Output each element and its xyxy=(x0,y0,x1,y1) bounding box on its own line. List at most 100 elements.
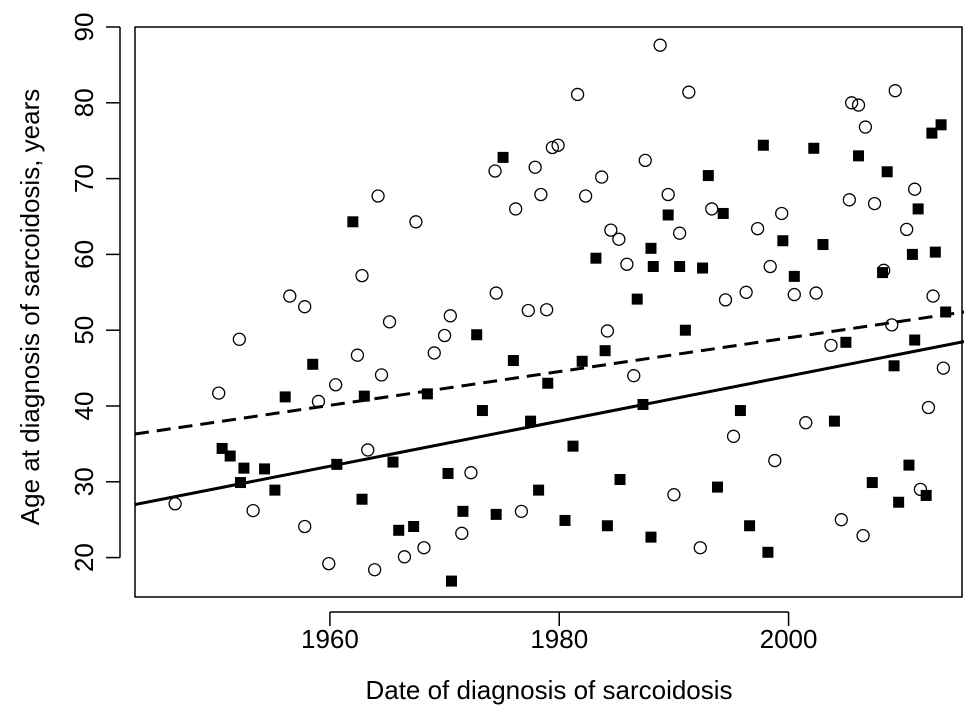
circle-point xyxy=(232,332,246,346)
circle-point xyxy=(693,541,707,555)
circle-point xyxy=(672,226,687,240)
square-point xyxy=(877,267,889,279)
circle-point xyxy=(908,182,922,196)
square-point xyxy=(840,336,852,348)
circle-point xyxy=(799,416,813,430)
circle-point xyxy=(620,257,634,271)
circle-point xyxy=(528,160,542,174)
circle-point xyxy=(750,221,765,236)
square-point xyxy=(762,546,774,558)
y-axis-title: Age at diagnosis of sarcoidosis, years xyxy=(15,89,45,525)
square-point xyxy=(490,508,502,520)
square-point xyxy=(393,524,405,536)
circle-point xyxy=(329,378,343,392)
circle-point xyxy=(936,361,951,375)
square-point xyxy=(828,415,840,427)
square-point xyxy=(926,127,938,139)
square-point xyxy=(445,575,457,587)
square-point xyxy=(525,415,537,427)
circle-point xyxy=(417,541,431,555)
square-point xyxy=(507,355,519,367)
circle-point xyxy=(667,488,681,502)
circle-point xyxy=(397,550,412,564)
circle-point xyxy=(350,348,365,362)
circle-point xyxy=(824,338,838,353)
circle-point xyxy=(322,556,336,571)
square-point xyxy=(903,459,915,471)
circle-point xyxy=(521,303,535,318)
circle-point xyxy=(867,196,882,211)
square-point xyxy=(909,334,921,346)
y-tick-label: 90 xyxy=(69,13,99,42)
square-point xyxy=(307,358,319,370)
square-point xyxy=(912,203,924,215)
square-point xyxy=(697,262,709,274)
square-point xyxy=(881,166,893,178)
circle-point xyxy=(653,38,667,52)
circle-point xyxy=(885,318,899,332)
y-tick-label: 60 xyxy=(69,240,99,269)
y-tick-label: 40 xyxy=(69,392,99,421)
x-tick-label: 1980 xyxy=(530,624,588,654)
circle-point xyxy=(298,519,312,534)
circle-point xyxy=(595,170,609,184)
y-tick-label: 70 xyxy=(69,164,99,193)
circle-point xyxy=(851,98,866,112)
circle-point xyxy=(638,153,652,168)
square-point xyxy=(817,239,829,251)
square-point xyxy=(387,456,399,468)
circle-point xyxy=(534,187,548,202)
circle-point xyxy=(382,315,397,329)
square-point xyxy=(279,391,291,403)
circle-point xyxy=(539,303,554,317)
circle-point xyxy=(488,164,502,178)
circle-point xyxy=(921,400,936,415)
circle-point xyxy=(856,528,870,543)
x-tick-label: 1960 xyxy=(301,624,359,654)
square-point xyxy=(631,293,643,305)
circle-point xyxy=(858,120,873,134)
square-point xyxy=(347,216,359,228)
circle-point xyxy=(705,202,719,216)
square-point xyxy=(442,467,454,479)
circle-point xyxy=(913,482,928,497)
square-point xyxy=(542,377,554,389)
circle-point xyxy=(787,287,801,302)
square-point xyxy=(471,329,483,341)
circle-point xyxy=(900,222,914,237)
circle-point xyxy=(718,293,733,307)
square-point xyxy=(853,150,865,162)
circle-point xyxy=(168,497,182,511)
square-point xyxy=(614,474,626,486)
square-point xyxy=(533,484,545,496)
square-point xyxy=(717,207,729,219)
square-point xyxy=(259,463,271,475)
circle-point xyxy=(374,368,389,382)
square-point xyxy=(590,252,602,264)
square-point xyxy=(497,151,509,163)
circle-point xyxy=(509,202,523,216)
square-point xyxy=(893,496,905,508)
circle-point xyxy=(298,300,312,314)
circle-point xyxy=(283,289,297,303)
circle-point xyxy=(570,87,585,102)
square-point xyxy=(757,139,769,151)
circle-point xyxy=(763,259,777,274)
circle-point xyxy=(361,443,375,457)
plot-area xyxy=(135,38,964,587)
circle-point xyxy=(409,215,423,229)
square-point xyxy=(645,531,657,543)
square-point xyxy=(559,514,571,526)
circle-point xyxy=(355,268,369,283)
circle-point xyxy=(371,189,385,203)
circle-point xyxy=(612,232,626,246)
circle-point xyxy=(604,223,618,237)
circle-point xyxy=(682,85,696,99)
y-tick-label: 30 xyxy=(69,467,99,496)
square-point xyxy=(711,481,723,493)
square-point xyxy=(421,388,433,400)
square-point xyxy=(457,505,469,517)
square-point xyxy=(935,119,947,131)
circle-point xyxy=(600,324,615,338)
